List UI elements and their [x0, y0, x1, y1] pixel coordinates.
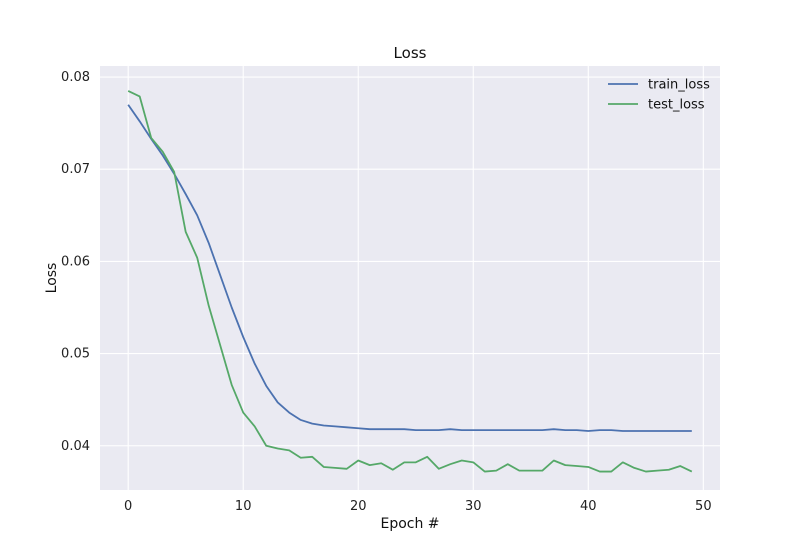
- legend: train_loss test_loss: [608, 78, 710, 113]
- y-tick-label: 0.07: [61, 162, 90, 177]
- x-tick-label: 40: [580, 499, 597, 514]
- y-tick-label: 0.08: [61, 70, 90, 85]
- legend-label: train_loss: [648, 78, 710, 93]
- series-lines: [127, 90, 693, 473]
- plot-area: [100, 66, 720, 490]
- x-tick-label: 0: [124, 499, 132, 514]
- x-tick-label: 10: [235, 499, 252, 514]
- chart-title: Loss: [394, 44, 427, 62]
- y-axis-label: Loss: [44, 263, 60, 294]
- x-tick-label: 20: [350, 499, 367, 514]
- legend-label: test_loss: [648, 98, 705, 113]
- series-line-test-loss: [127, 90, 693, 473]
- x-axis-label: Epoch #: [380, 516, 439, 532]
- y-tick-label: 0.05: [61, 347, 90, 362]
- x-tick-label: 30: [465, 499, 482, 514]
- grid: [100, 66, 720, 490]
- series-line-train-loss: [127, 104, 692, 432]
- x-tick-label: 50: [695, 499, 712, 514]
- tick-labels: 0 10 20 30 40 50 0.04 0.05 0.06 0.07 0.08: [61, 70, 712, 514]
- y-tick-label: 0.06: [61, 254, 90, 269]
- y-tick-label: 0.04: [61, 439, 90, 454]
